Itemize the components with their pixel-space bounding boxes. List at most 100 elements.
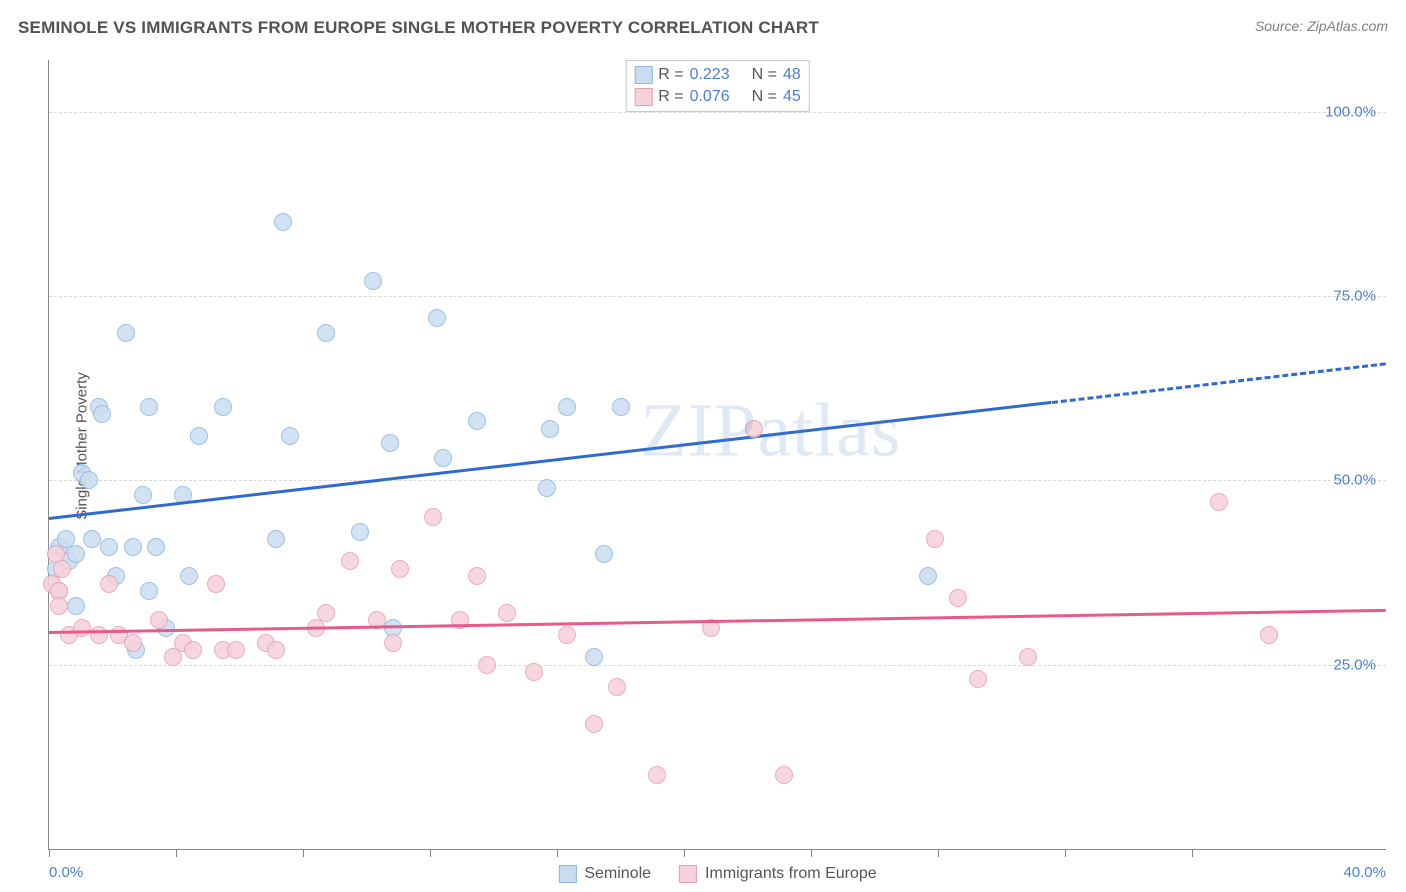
legend-swatch (558, 865, 576, 883)
data-point (585, 715, 603, 733)
data-point (50, 597, 68, 615)
data-point (468, 567, 486, 585)
x-tick-label: 40.0% (1343, 864, 1386, 881)
chart-title: SEMINOLE VS IMMIGRANTS FROM EUROPE SINGL… (18, 18, 819, 37)
data-point (478, 656, 496, 674)
x-tick-label: 0.0% (49, 864, 83, 881)
legend-row: R = 0.076 N = 45 (634, 86, 801, 108)
data-point (100, 575, 118, 593)
legend-n-label: N = (752, 86, 777, 108)
legend-n-label: N = (752, 64, 777, 86)
data-point (317, 604, 335, 622)
data-point (969, 670, 987, 688)
legend-swatch (679, 865, 697, 883)
data-point (351, 523, 369, 541)
data-point (184, 641, 202, 659)
data-point (648, 766, 666, 784)
data-point (541, 420, 559, 438)
data-point (267, 530, 285, 548)
data-point (585, 648, 603, 666)
data-point (80, 471, 98, 489)
data-point (1210, 493, 1228, 511)
data-point (1019, 648, 1037, 666)
legend-item: Immigrants from Europe (679, 865, 877, 883)
data-point (73, 619, 91, 637)
data-point (281, 427, 299, 445)
data-point (745, 420, 763, 438)
y-tick-label: 75.0% (1333, 287, 1376, 304)
data-point (391, 560, 409, 578)
data-point (100, 538, 118, 556)
y-tick-label: 100.0% (1325, 103, 1376, 120)
legend-r-label: R = (658, 64, 683, 86)
data-point (558, 626, 576, 644)
data-point (538, 479, 556, 497)
x-tick (1192, 849, 1193, 857)
data-point (949, 589, 967, 607)
data-point (124, 538, 142, 556)
data-point (214, 398, 232, 416)
correlation-legend: R = 0.223 N = 48 R = 0.076 N = 45 (625, 60, 810, 112)
data-point (124, 634, 142, 652)
data-point (525, 663, 543, 681)
legend-item: Seminole (558, 865, 651, 883)
data-point (558, 398, 576, 416)
data-point (341, 552, 359, 570)
source-label: Source: ZipAtlas.com (1255, 18, 1388, 34)
data-point (595, 545, 613, 563)
x-tick (1065, 849, 1066, 857)
data-point (775, 766, 793, 784)
data-point (134, 486, 152, 504)
series-legend: Seminole Immigrants from Europe (558, 865, 876, 883)
legend-r-value: 0.076 (690, 86, 730, 108)
y-tick-label: 25.0% (1333, 656, 1376, 673)
data-point (53, 560, 71, 578)
x-tick (303, 849, 304, 857)
data-point (93, 405, 111, 423)
data-point (267, 641, 285, 659)
legend-row: R = 0.223 N = 48 (634, 64, 801, 86)
legend-r-value: 0.223 (690, 64, 730, 86)
legend-n-value: 45 (783, 86, 801, 108)
x-tick (176, 849, 177, 857)
data-point (317, 324, 335, 342)
data-point (207, 575, 225, 593)
data-point (227, 641, 245, 659)
data-point (434, 449, 452, 467)
data-point (384, 634, 402, 652)
data-point (381, 434, 399, 452)
data-point (428, 309, 446, 327)
data-point (147, 538, 165, 556)
data-point (424, 508, 442, 526)
legend-swatch (634, 66, 652, 84)
x-tick (49, 849, 50, 857)
data-point (83, 530, 101, 548)
data-point (1260, 626, 1278, 644)
x-tick (938, 849, 939, 857)
data-point (150, 611, 168, 629)
data-point (180, 567, 198, 585)
y-tick-label: 50.0% (1333, 472, 1376, 489)
data-point (190, 427, 208, 445)
trend-line (1052, 362, 1387, 404)
data-point (926, 530, 944, 548)
gridline (49, 296, 1386, 297)
legend-n-value: 48 (783, 64, 801, 86)
x-tick (811, 849, 812, 857)
data-point (117, 324, 135, 342)
x-tick (684, 849, 685, 857)
data-point (67, 597, 85, 615)
data-point (90, 626, 108, 644)
gridline (49, 480, 1386, 481)
gridline (49, 665, 1386, 666)
plot-area: 25.0%50.0%75.0%100.0%0.0%40.0% ZIPatlas … (48, 60, 1386, 850)
x-tick (430, 849, 431, 857)
data-point (140, 398, 158, 416)
legend-swatch (634, 88, 652, 106)
data-point (498, 604, 516, 622)
data-point (364, 272, 382, 290)
data-point (608, 678, 626, 696)
legend-r-label: R = (658, 86, 683, 108)
legend-series-label: Seminole (584, 865, 651, 883)
data-point (274, 213, 292, 231)
